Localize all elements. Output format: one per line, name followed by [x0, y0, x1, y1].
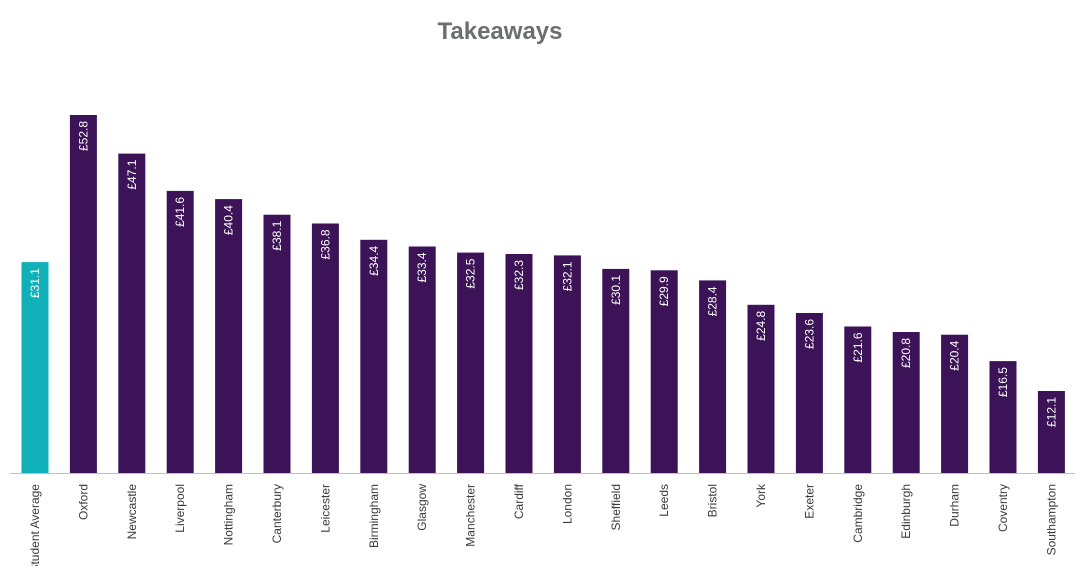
category-label: Newcastle [125, 484, 139, 540]
data-label: £20.4 [948, 340, 962, 370]
category-label: Birmingham [367, 484, 381, 548]
data-label: £41.6 [173, 197, 187, 227]
data-label: £47.1 [125, 159, 139, 189]
data-label: £34.4 [367, 245, 381, 275]
data-label: £16.5 [996, 367, 1010, 397]
data-label: £33.4 [415, 252, 429, 282]
data-label: £31.1 [28, 268, 42, 298]
category-label: Cardiff [512, 483, 526, 519]
category-label: Coventry [996, 484, 1010, 532]
data-label: £12.1 [1044, 397, 1058, 427]
chart-title: Takeaways [437, 18, 563, 45]
data-label: £40.4 [222, 205, 236, 235]
category-label: Southampton [1044, 484, 1058, 555]
category-label: Student Average [28, 484, 42, 566]
bar-leicester [311, 223, 339, 473]
category-label: Leeds [657, 484, 671, 517]
bar-southampton [1037, 391, 1065, 473]
bar-manchester [457, 252, 485, 473]
data-label: £38.1 [270, 220, 284, 250]
category-label: Manchester [464, 484, 478, 547]
category-label: Oxford [76, 484, 90, 520]
bar-coventry [989, 361, 1017, 473]
category-label: London [560, 484, 574, 524]
bar-nottingham [215, 199, 243, 473]
category-label: Bristol [706, 484, 720, 517]
data-label: £30.1 [609, 275, 623, 305]
bar-cardiff [505, 254, 533, 473]
bar-london [553, 255, 581, 473]
bar-student-average [21, 262, 49, 473]
bar-birmingham [360, 239, 388, 473]
data-label: £32.1 [560, 261, 574, 291]
bar-liverpool [166, 190, 194, 473]
bar-cambridge [844, 326, 872, 473]
bar-leeds [650, 270, 678, 473]
bar-durham [941, 334, 969, 473]
category-label: Edinburgh [899, 484, 913, 539]
category-label: Sheffield [609, 484, 623, 530]
bar-bristol [699, 280, 727, 473]
data-label: £29.9 [657, 276, 671, 306]
category-label: Exeter [802, 484, 816, 519]
data-label: £52.8 [76, 121, 90, 151]
bar-york [747, 304, 775, 473]
category-label: Glasgow [415, 484, 429, 531]
category-label: Liverpool [173, 484, 187, 533]
bar-newcastle [118, 153, 146, 473]
data-label: £24.8 [754, 310, 768, 340]
data-label: £36.8 [318, 229, 332, 259]
category-label: Nottingham [222, 484, 236, 545]
data-label: £23.6 [802, 319, 816, 349]
data-label: £32.3 [512, 260, 526, 290]
data-label: £21.6 [851, 332, 865, 362]
bar-edinburgh [892, 332, 920, 473]
bar-exeter [795, 313, 823, 473]
category-label: Canterbury [270, 484, 284, 543]
bar-canterbury [263, 214, 291, 473]
category-label: York [754, 483, 768, 508]
data-label: £32.5 [464, 258, 478, 288]
category-label: Cambridge [851, 484, 865, 543]
data-label: £28.4 [706, 286, 720, 316]
data-label: £20.8 [899, 338, 913, 368]
bar-sheffield [602, 268, 630, 473]
category-label: Durham [948, 484, 962, 527]
category-label: Leicester [318, 484, 332, 533]
bar-glasgow [408, 246, 436, 473]
bar-oxford [69, 115, 97, 473]
